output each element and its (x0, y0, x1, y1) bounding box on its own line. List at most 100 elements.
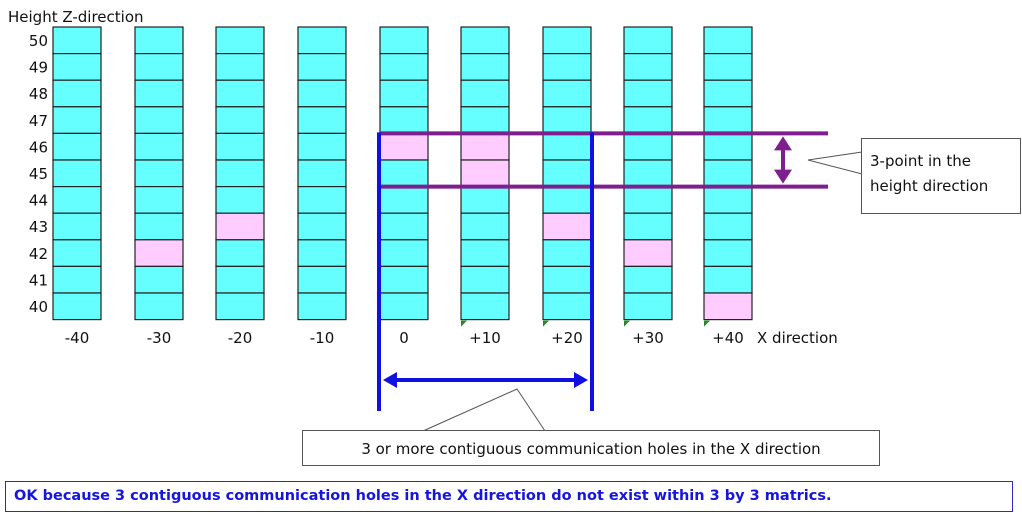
hole-cell (542, 106, 592, 135)
height-label: 44 (29, 192, 48, 210)
verdict-banner: OK because 3 contiguous communication ho… (5, 481, 1013, 512)
hole-cell (134, 132, 184, 161)
hole-cell (542, 79, 592, 108)
hole-cell (703, 159, 753, 188)
hole-cell (460, 239, 510, 268)
corner-marker (461, 320, 467, 327)
height-label: 41 (29, 271, 48, 289)
hole-column (52, 26, 102, 321)
hole-cell (215, 132, 265, 161)
hole-cell (52, 292, 102, 321)
hole-cell-highlighted (460, 132, 510, 161)
hole-cell (215, 79, 265, 108)
hole-cell (379, 26, 429, 55)
corner-marker (543, 320, 549, 327)
y-axis-label: Height Z-direction (8, 8, 144, 26)
x-tick-label: -20 (228, 329, 253, 347)
hole-cell (52, 106, 102, 135)
hole-cell (52, 239, 102, 268)
hole-cell (134, 52, 184, 81)
hole-cell (134, 26, 184, 55)
hole-cell (542, 26, 592, 55)
hole-cell (542, 52, 592, 81)
hole-column (134, 26, 184, 321)
height-label: 46 (29, 138, 48, 156)
hole-cell (703, 132, 753, 161)
hole-cell (297, 79, 347, 108)
hole-cell (52, 132, 102, 161)
hole-cell (297, 186, 347, 214)
height-callout-line1: 3-point in the (870, 152, 972, 170)
height-labels: 50 49 48 47 46 45 44 43 42 41 40 (29, 32, 48, 316)
hole-cell (134, 79, 184, 108)
hole-cell (297, 212, 347, 241)
height-arrow-up-icon (774, 136, 792, 151)
hole-column (297, 26, 347, 321)
hole-cell (379, 186, 429, 214)
height-callout-pointer (807, 151, 863, 175)
hole-cell (379, 212, 429, 241)
height-label: 40 (29, 298, 48, 316)
height-direction-callout: 3-point in the height direction (861, 138, 1021, 214)
height-label: 50 (29, 32, 48, 50)
hole-cell (542, 265, 592, 294)
hole-cell (379, 52, 429, 81)
hole-column (542, 26, 592, 327)
hole-column (703, 26, 753, 327)
height-callout-line2: height direction (870, 177, 989, 195)
hole-cell (215, 52, 265, 81)
hole-column (623, 26, 673, 327)
hole-cell (703, 26, 753, 55)
hole-cell (542, 186, 592, 214)
hole-cell (379, 159, 429, 188)
hole-cell (703, 52, 753, 81)
hole-cell (460, 52, 510, 81)
x-tick-label: +40 (712, 329, 744, 347)
hole-cell (215, 159, 265, 188)
hole-cell (460, 186, 510, 214)
hole-cell (134, 292, 184, 321)
hole-cell (623, 159, 673, 188)
hole-cell (52, 159, 102, 188)
height-label: 45 (29, 165, 48, 183)
hole-cell-highlighted (134, 239, 184, 268)
x-tick-label: +10 (469, 329, 501, 347)
hole-cell (52, 26, 102, 55)
height-label: 42 (29, 245, 48, 263)
hole-column (215, 26, 265, 321)
hole-cell-highlighted (379, 132, 429, 161)
hole-cell (379, 265, 429, 294)
hole-cell (623, 292, 673, 321)
hole-cell (379, 79, 429, 108)
height-label: 48 (29, 85, 48, 103)
hole-cell (134, 265, 184, 294)
hole-cell (297, 239, 347, 268)
hole-cell (297, 26, 347, 55)
hole-cell (703, 265, 753, 294)
hole-cell (703, 239, 753, 268)
hole-cell (623, 186, 673, 214)
hole-cell (134, 212, 184, 241)
hole-cell (297, 292, 347, 321)
height-label: 43 (29, 218, 48, 236)
columns (52, 26, 753, 327)
hole-cell (215, 239, 265, 268)
hole-cell (52, 265, 102, 294)
hole-cell (52, 52, 102, 81)
hole-cell (134, 186, 184, 214)
hole-cell (703, 79, 753, 108)
x-labels: -40 -30 -20 -10 0 +10 +20 +30 +40 (65, 329, 744, 347)
hole-cell (460, 106, 510, 135)
x-tick-label: -40 (65, 329, 90, 347)
hole-cell (460, 79, 510, 108)
hole-cell (623, 212, 673, 241)
hole-cell (460, 26, 510, 55)
x-axis-label: X direction (757, 329, 838, 347)
x-direction-callout: 3 or more contiguous communication holes… (302, 430, 880, 466)
hole-cell (52, 212, 102, 241)
hole-cell-highlighted (623, 239, 673, 268)
x-tick-label: -30 (147, 329, 172, 347)
hole-cell (623, 26, 673, 55)
hole-cell (297, 106, 347, 135)
